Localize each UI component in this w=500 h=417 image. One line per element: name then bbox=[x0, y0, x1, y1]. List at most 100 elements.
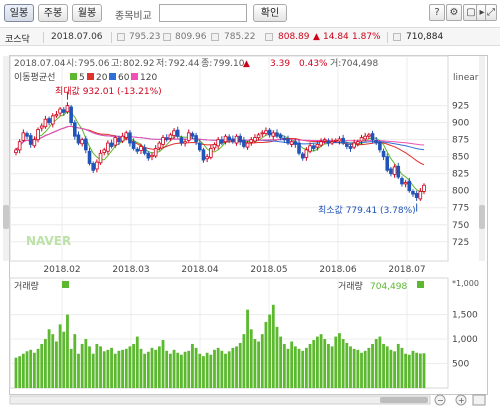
volume-bar bbox=[25, 351, 29, 388]
ma-legend-20: 20 bbox=[96, 73, 108, 83]
candle-body bbox=[381, 150, 386, 158]
candle-body bbox=[414, 193, 419, 198]
expand-icon[interactable]: ⤢ bbox=[485, 4, 497, 21]
candle-body bbox=[286, 138, 290, 144]
volume-bar bbox=[260, 334, 264, 388]
candle-body bbox=[194, 135, 198, 143]
volume-bar bbox=[84, 339, 88, 388]
candle-body bbox=[319, 141, 323, 146]
candle-body bbox=[260, 132, 265, 135]
candle-body bbox=[378, 141, 382, 151]
volume-bar bbox=[128, 346, 132, 388]
volume-bar bbox=[183, 351, 187, 388]
volume-bar bbox=[312, 340, 316, 388]
candle-body bbox=[21, 132, 26, 141]
ma-legend-20-swatch bbox=[87, 73, 94, 80]
help-icon[interactable]: ? bbox=[429, 4, 445, 21]
candle-body bbox=[234, 135, 239, 144]
right-scroll-track[interactable] bbox=[479, 56, 485, 261]
price-tick-label: 850 bbox=[452, 153, 469, 163]
candle-body bbox=[348, 146, 353, 149]
volume-bar bbox=[91, 353, 95, 388]
volume-bar bbox=[21, 353, 25, 388]
volume-bar bbox=[345, 342, 349, 388]
volume-bar bbox=[323, 339, 327, 388]
volume-bar bbox=[338, 333, 341, 388]
left-scroll-handle[interactable] bbox=[3, 205, 9, 229]
candle-body bbox=[197, 142, 202, 151]
volume-bar bbox=[187, 350, 191, 388]
zoom-out-icon[interactable] bbox=[434, 394, 446, 406]
volume-bar bbox=[330, 346, 334, 388]
volume-bar bbox=[69, 348, 73, 388]
horizontal-scrollbar[interactable] bbox=[9, 395, 431, 405]
volume-bar bbox=[40, 343, 44, 388]
candle-body bbox=[396, 165, 401, 178]
open-price: 795.23 bbox=[129, 32, 161, 42]
volume-bar bbox=[124, 348, 128, 388]
tab-monthly[interactable]: 월봉 bbox=[72, 4, 102, 22]
volume-bar bbox=[271, 304, 275, 388]
volume-bar bbox=[363, 350, 367, 388]
candle-body bbox=[190, 133, 195, 137]
volume-value: 710,884 bbox=[406, 32, 444, 42]
volume-bar bbox=[202, 356, 205, 388]
ma-legend-60: 60 bbox=[118, 73, 130, 83]
volume-bar bbox=[157, 346, 161, 388]
volume-bar bbox=[139, 348, 143, 388]
candle-body bbox=[205, 156, 209, 160]
confirm-button[interactable]: 확인 bbox=[253, 4, 287, 22]
candle-body bbox=[39, 125, 44, 129]
volume-bar bbox=[264, 321, 268, 388]
candle-body bbox=[43, 118, 48, 128]
candle-body bbox=[65, 105, 70, 113]
volume-bar bbox=[352, 348, 356, 388]
zoom-in-icon[interactable] bbox=[455, 394, 467, 406]
right-scroll-handle[interactable] bbox=[479, 205, 485, 229]
volume-bar bbox=[341, 339, 345, 388]
volume-bar bbox=[168, 353, 172, 388]
volume-bar bbox=[422, 353, 426, 388]
volume-bar bbox=[389, 349, 393, 388]
candle-body bbox=[212, 144, 217, 149]
candle-body bbox=[264, 130, 268, 134]
price-panel bbox=[9, 55, 449, 262]
candle-body bbox=[370, 133, 375, 141]
volume-bar bbox=[172, 349, 176, 388]
price-tick-label: 725 bbox=[452, 238, 469, 248]
candle-body bbox=[14, 149, 18, 153]
candle-body bbox=[150, 154, 154, 158]
candle-body bbox=[341, 137, 345, 144]
candle-body bbox=[36, 129, 40, 141]
tab-daily[interactable]: 일봉 bbox=[4, 4, 34, 22]
volume-bar bbox=[58, 324, 62, 388]
reset-view-icon[interactable] bbox=[472, 394, 486, 406]
volume-bar bbox=[235, 346, 238, 388]
candle-body bbox=[337, 138, 342, 142]
settings-icon[interactable]: ⚙ bbox=[446, 4, 462, 21]
volume-bar bbox=[360, 352, 363, 388]
volume-value: 704,498 bbox=[370, 282, 407, 292]
scale-label: linear bbox=[453, 73, 479, 83]
candle-body bbox=[106, 142, 110, 152]
volume-bar bbox=[47, 329, 51, 388]
candle-body bbox=[326, 140, 331, 144]
volume-bar bbox=[249, 329, 253, 388]
candle-body bbox=[231, 138, 235, 143]
price-tick-label: 775 bbox=[452, 204, 469, 214]
candle-body bbox=[135, 148, 140, 152]
candle-body bbox=[356, 141, 360, 145]
candle-body bbox=[69, 106, 73, 124]
horizontal-scroll-handle[interactable] bbox=[380, 397, 428, 403]
high-price: 809.96 bbox=[175, 32, 207, 42]
volume-bar bbox=[113, 353, 117, 388]
volume-bar bbox=[319, 334, 323, 388]
volume-bar bbox=[349, 346, 352, 388]
candle-body bbox=[157, 142, 162, 149]
tab-weekly[interactable]: 주봉 bbox=[38, 4, 68, 22]
volume-value-label: 거래량 bbox=[338, 280, 363, 292]
time-tick-label: 2018.04 bbox=[181, 265, 218, 275]
left-scroll-track[interactable] bbox=[3, 56, 9, 261]
compare-input[interactable] bbox=[159, 4, 247, 22]
candle-body bbox=[403, 182, 408, 185]
